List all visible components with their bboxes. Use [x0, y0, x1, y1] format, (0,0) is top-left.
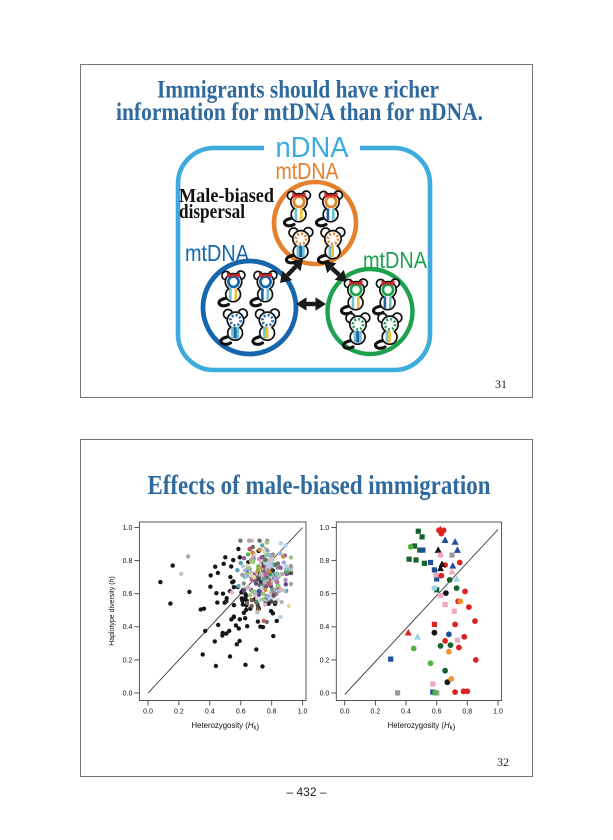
- svg-text:mtDNA: mtDNA: [185, 240, 250, 266]
- svg-text:Immigrants should have richer: Immigrants should have richer: [157, 77, 439, 104]
- svg-text:Heterozygosity (Hk): Heterozygosity (Hk): [192, 721, 260, 732]
- svg-text:0.0: 0.0: [340, 709, 350, 716]
- svg-text:0.4: 0.4: [205, 709, 215, 716]
- svg-text:0.2: 0.2: [123, 657, 133, 664]
- svg-text:Heterozygosity (Hk): Heterozygosity (Hk): [388, 721, 456, 732]
- svg-text:0.6: 0.6: [320, 591, 330, 598]
- svg-text:0.8: 0.8: [462, 709, 472, 716]
- svg-text:information for mtDNA than for: information for mtDNA than for nDNA.: [116, 99, 483, 126]
- svg-text:0.8: 0.8: [267, 709, 277, 716]
- svg-text:1.0: 1.0: [123, 525, 133, 532]
- svg-text:Haplotype diversity (h): Haplotype diversity (h): [109, 576, 116, 646]
- svg-text:0.4: 0.4: [320, 624, 330, 631]
- svg-text:0.2: 0.2: [174, 709, 184, 716]
- svg-text:1.0: 1.0: [320, 525, 330, 532]
- svg-text:31: 31: [495, 377, 507, 391]
- svg-text:dispersal: dispersal: [179, 201, 245, 223]
- svg-text:0.6: 0.6: [236, 709, 246, 716]
- svg-text:mtDNA: mtDNA: [276, 158, 340, 184]
- svg-text:Male-biased: Male-biased: [179, 185, 274, 207]
- svg-text:0.8: 0.8: [320, 558, 330, 565]
- svg-text:32: 32: [497, 755, 509, 769]
- svg-text:mtDNA: mtDNA: [363, 247, 428, 273]
- svg-text:0.0: 0.0: [143, 709, 153, 716]
- svg-text:Effects of male-biased immigra: Effects of male-biased immigration: [148, 470, 491, 500]
- svg-text:0.4: 0.4: [123, 624, 133, 631]
- svg-text:nDNA: nDNA: [276, 132, 350, 164]
- svg-text:0.0: 0.0: [123, 690, 133, 697]
- svg-text:0.0: 0.0: [320, 690, 330, 697]
- svg-text:1.0: 1.0: [298, 709, 308, 716]
- svg-text:1.0: 1.0: [493, 709, 503, 716]
- svg-text:0.6: 0.6: [432, 709, 442, 716]
- svg-text:0.6: 0.6: [123, 591, 133, 598]
- svg-text:0.2: 0.2: [371, 709, 381, 716]
- svg-text:0.2: 0.2: [320, 657, 330, 664]
- svg-text:0.8: 0.8: [123, 558, 133, 565]
- svg-text:0.4: 0.4: [401, 709, 411, 716]
